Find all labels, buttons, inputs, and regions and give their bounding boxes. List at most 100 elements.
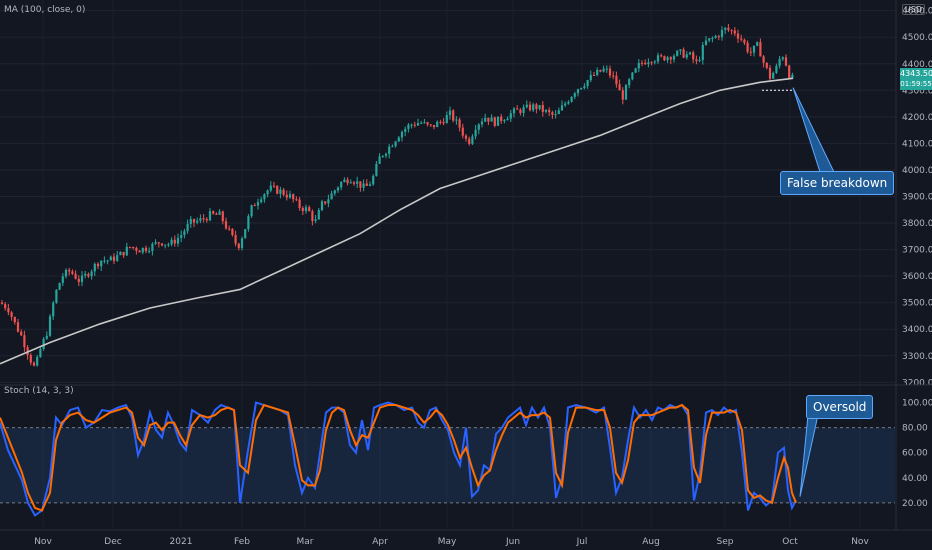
- candle-body: [615, 75, 618, 85]
- candle-body: [650, 62, 653, 64]
- candle-body: [560, 105, 564, 111]
- candle-body: [304, 207, 308, 212]
- candle-body: [676, 50, 679, 56]
- candle-body: [288, 194, 292, 198]
- candle-body: [532, 104, 535, 111]
- candle-body: [391, 146, 394, 148]
- candle-body: [637, 62, 640, 69]
- candle-body: [7, 308, 10, 313]
- candle-body: [688, 52, 692, 55]
- candle-body: [269, 185, 272, 191]
- candle-body: [400, 131, 404, 138]
- stoch-tick-label: 80.00: [902, 424, 928, 434]
- candle-body: [10, 312, 13, 317]
- candle-body: [173, 239, 176, 244]
- candle-body: [788, 65, 791, 79]
- candle-body: [112, 256, 116, 261]
- candle-body: [93, 263, 96, 272]
- candle-body: [727, 27, 730, 31]
- candle-body: [180, 235, 183, 238]
- candle-body: [733, 30, 736, 34]
- candle-body: [589, 75, 592, 81]
- candle-body: [71, 271, 74, 274]
- candle-body: [42, 338, 45, 350]
- candle-body: [711, 37, 714, 39]
- price-tick-label: 3700.00: [902, 246, 932, 256]
- candle-body: [775, 65, 778, 73]
- candle-body: [26, 347, 29, 356]
- candle-body: [292, 194, 295, 200]
- candle-body: [442, 121, 445, 124]
- candle-body: [647, 62, 650, 65]
- candle-body: [330, 193, 333, 200]
- candle-body: [708, 38, 711, 41]
- candle-body: [256, 202, 260, 206]
- last-price-label: 4343.50: [900, 68, 932, 79]
- candle-body: [58, 282, 61, 290]
- candle-body: [404, 128, 407, 132]
- candle-body: [605, 68, 608, 70]
- candle-body: [468, 138, 471, 144]
- candle-body: [682, 49, 685, 58]
- candle-body: [308, 207, 311, 212]
- candle-body: [416, 123, 420, 126]
- candle-body: [519, 109, 522, 114]
- candle-body: [538, 105, 541, 109]
- ma-indicator-label[interactable]: MA (100, close, 0): [4, 5, 86, 15]
- candle-body: [436, 121, 439, 128]
- candle-body: [500, 116, 503, 122]
- candle-body: [765, 62, 768, 68]
- candle-body: [672, 55, 676, 60]
- candle-body: [746, 42, 749, 52]
- candle-body: [378, 156, 381, 164]
- candle-body: [634, 68, 637, 73]
- x-tick-label: Sep: [717, 537, 734, 547]
- candle-body: [320, 201, 324, 211]
- x-tick-label: Nov: [34, 537, 52, 547]
- candle-body: [0, 302, 4, 305]
- price-tick-label: 4200.00: [902, 113, 932, 123]
- candle-body: [32, 362, 36, 366]
- candle-body: [205, 218, 208, 221]
- candle-body: [413, 124, 416, 126]
- candle-body: [132, 246, 135, 248]
- false-breakdown-callout[interactable]: False breakdown: [780, 171, 895, 195]
- candle-body: [621, 90, 624, 100]
- candle-body: [295, 199, 298, 201]
- candle-body: [477, 124, 480, 130]
- price-tick-label: 4400.00: [902, 60, 932, 70]
- price-tick-label: 4600.00: [902, 7, 932, 17]
- candle-body: [762, 56, 765, 63]
- candle-body: [87, 273, 90, 277]
- candle-body: [167, 244, 170, 246]
- candle-body: [154, 242, 157, 244]
- candle-body: [426, 122, 429, 125]
- candle-body: [196, 220, 199, 223]
- candle-body: [29, 355, 32, 363]
- candle-body: [221, 211, 224, 222]
- candle-body: [301, 208, 304, 212]
- candle-body: [410, 124, 413, 126]
- price-tick-label: 3200.00: [902, 378, 932, 388]
- stoch-indicator-label[interactable]: Stoch (14, 3, 3): [4, 386, 74, 396]
- candle-body: [148, 251, 151, 253]
- candle-body: [183, 231, 186, 236]
- candle-body: [224, 221, 228, 229]
- stoch-tick-label: 60.00: [902, 449, 928, 459]
- candle-body: [512, 108, 516, 114]
- candle-body: [263, 194, 266, 200]
- candle-body: [509, 113, 512, 119]
- candle-body: [311, 211, 314, 221]
- currency-badge[interactable]: USD: [902, 4, 926, 15]
- oversold-callout[interactable]: Oversold: [806, 395, 874, 419]
- candle-body: [176, 237, 180, 244]
- candle-body: [372, 175, 375, 185]
- candle-body: [768, 67, 772, 79]
- price-tick-label: 4000.00: [902, 166, 932, 176]
- candle-body: [279, 189, 282, 194]
- candle-body: [20, 331, 23, 336]
- candle-body: [471, 136, 474, 144]
- candle-body: [128, 246, 132, 248]
- candle-body: [701, 44, 704, 61]
